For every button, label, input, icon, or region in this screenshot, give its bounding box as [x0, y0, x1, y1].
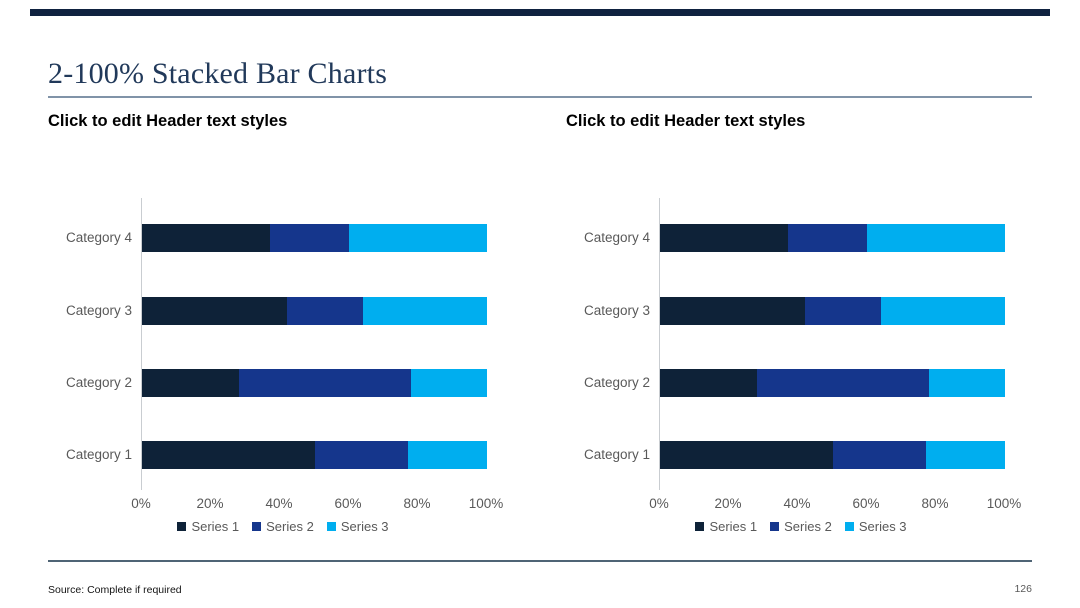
chart-block-left: Click to edit Header text styles Categor…	[48, 112, 518, 554]
chart-header-left[interactable]: Click to edit Header text styles	[48, 112, 288, 130]
axis-tick-label: 20%	[714, 496, 742, 511]
axis-tick-label: 80%	[403, 496, 431, 511]
legend-label: Series 1	[709, 519, 758, 534]
stacked-bar-row	[660, 224, 1005, 252]
legend-label: Series 2	[266, 519, 314, 534]
y-axis-line	[141, 198, 142, 490]
bar-segment	[142, 441, 315, 469]
axis-tick-label: 100%	[986, 496, 1022, 511]
bar-segment	[925, 441, 1005, 469]
chart-header-right[interactable]: Click to edit Header text styles	[566, 112, 806, 130]
bar-segment	[756, 369, 930, 397]
legend-item: Series 2	[770, 519, 832, 534]
legend-swatch	[326, 522, 336, 531]
bar-segment	[142, 297, 287, 325]
stacked-bar-row	[660, 297, 1005, 325]
axis-tick-label: 40%	[783, 496, 811, 511]
legend-item: Series 1	[695, 519, 757, 534]
bar-segment	[929, 369, 1005, 397]
stacked-bar-row	[660, 369, 1005, 397]
stacked-bar-row	[660, 441, 1005, 469]
axis-tick-label: 60%	[334, 496, 362, 511]
bar-segment	[286, 297, 363, 325]
axis-tick-label: 60%	[852, 496, 880, 511]
axis-tick-label: 0%	[649, 496, 669, 511]
bar-segment	[407, 441, 487, 469]
title-divider	[48, 96, 1032, 98]
stacked-bar-row	[142, 369, 487, 397]
category-label: Category 3	[65, 303, 132, 318]
bar-segment	[787, 224, 867, 252]
legend-label: Series 3	[340, 519, 389, 534]
axis-tick-label: 80%	[921, 496, 949, 511]
bar-segment	[314, 441, 408, 469]
chart-legend: Series 1 Series 2 Series 3	[566, 519, 1036, 534]
bar-segment	[142, 224, 270, 252]
legend-item: Series 2	[252, 519, 314, 534]
stacked-bar-chart-left[interactable]: Category 4 Category 3 Category 2 Category 1…	[48, 196, 518, 548]
category-label: Category 4	[583, 230, 650, 245]
page-number: 126	[1014, 583, 1032, 595]
legend-swatch	[770, 522, 780, 531]
axis-tick-label: 20%	[196, 496, 224, 511]
legend-swatch	[695, 522, 705, 531]
bar-segment	[362, 297, 487, 325]
bar-segment	[660, 369, 757, 397]
category-label: Category 2	[583, 375, 650, 390]
legend-swatch	[177, 522, 187, 531]
stacked-bar-row	[142, 297, 487, 325]
category-label: Category 4	[65, 230, 132, 245]
bar-segment	[348, 224, 487, 252]
axis-tick-label: 100%	[468, 496, 504, 511]
stacked-bar-row	[142, 224, 487, 252]
legend-label: Series 3	[858, 519, 907, 534]
legend-item: Series 1	[177, 519, 239, 534]
footer-divider	[48, 560, 1032, 562]
category-label: Category 1	[65, 447, 132, 462]
stacked-bar-row	[142, 441, 487, 469]
category-label: Category 2	[65, 375, 132, 390]
legend-item: Series 3	[844, 519, 907, 534]
top-accent-bar	[30, 9, 1050, 16]
bar-segment	[660, 297, 805, 325]
y-axis-line	[659, 198, 660, 490]
legend-label: Series 2	[784, 519, 832, 534]
chart-block-right: Click to edit Header text styles Categor…	[566, 112, 1036, 554]
chart-legend: Series 1 Series 2 Series 3	[48, 519, 518, 534]
legend-item: Series 3	[326, 519, 389, 534]
bar-segment	[411, 369, 487, 397]
bar-segment	[832, 441, 926, 469]
bar-segment	[660, 224, 788, 252]
bar-segment	[660, 441, 833, 469]
axis-tick-label: 0%	[131, 496, 151, 511]
category-label: Category 3	[583, 303, 650, 318]
legend-swatch	[252, 522, 262, 531]
axis-tick-label: 40%	[265, 496, 293, 511]
bar-segment	[866, 224, 1005, 252]
source-note[interactable]: Source: Complete if required	[48, 584, 182, 596]
category-label: Category 1	[583, 447, 650, 462]
stacked-bar-chart-right[interactable]: Category 4 Category 3 Category 2 Category 1…	[566, 196, 1036, 548]
bar-segment	[142, 369, 239, 397]
bar-segment	[880, 297, 1005, 325]
legend-label: Series 1	[191, 519, 240, 534]
slide-title[interactable]: 2-100% Stacked Bar Charts	[48, 57, 388, 90]
legend-swatch	[844, 522, 854, 531]
bar-segment	[238, 369, 412, 397]
bar-segment	[269, 224, 349, 252]
bar-segment	[804, 297, 881, 325]
